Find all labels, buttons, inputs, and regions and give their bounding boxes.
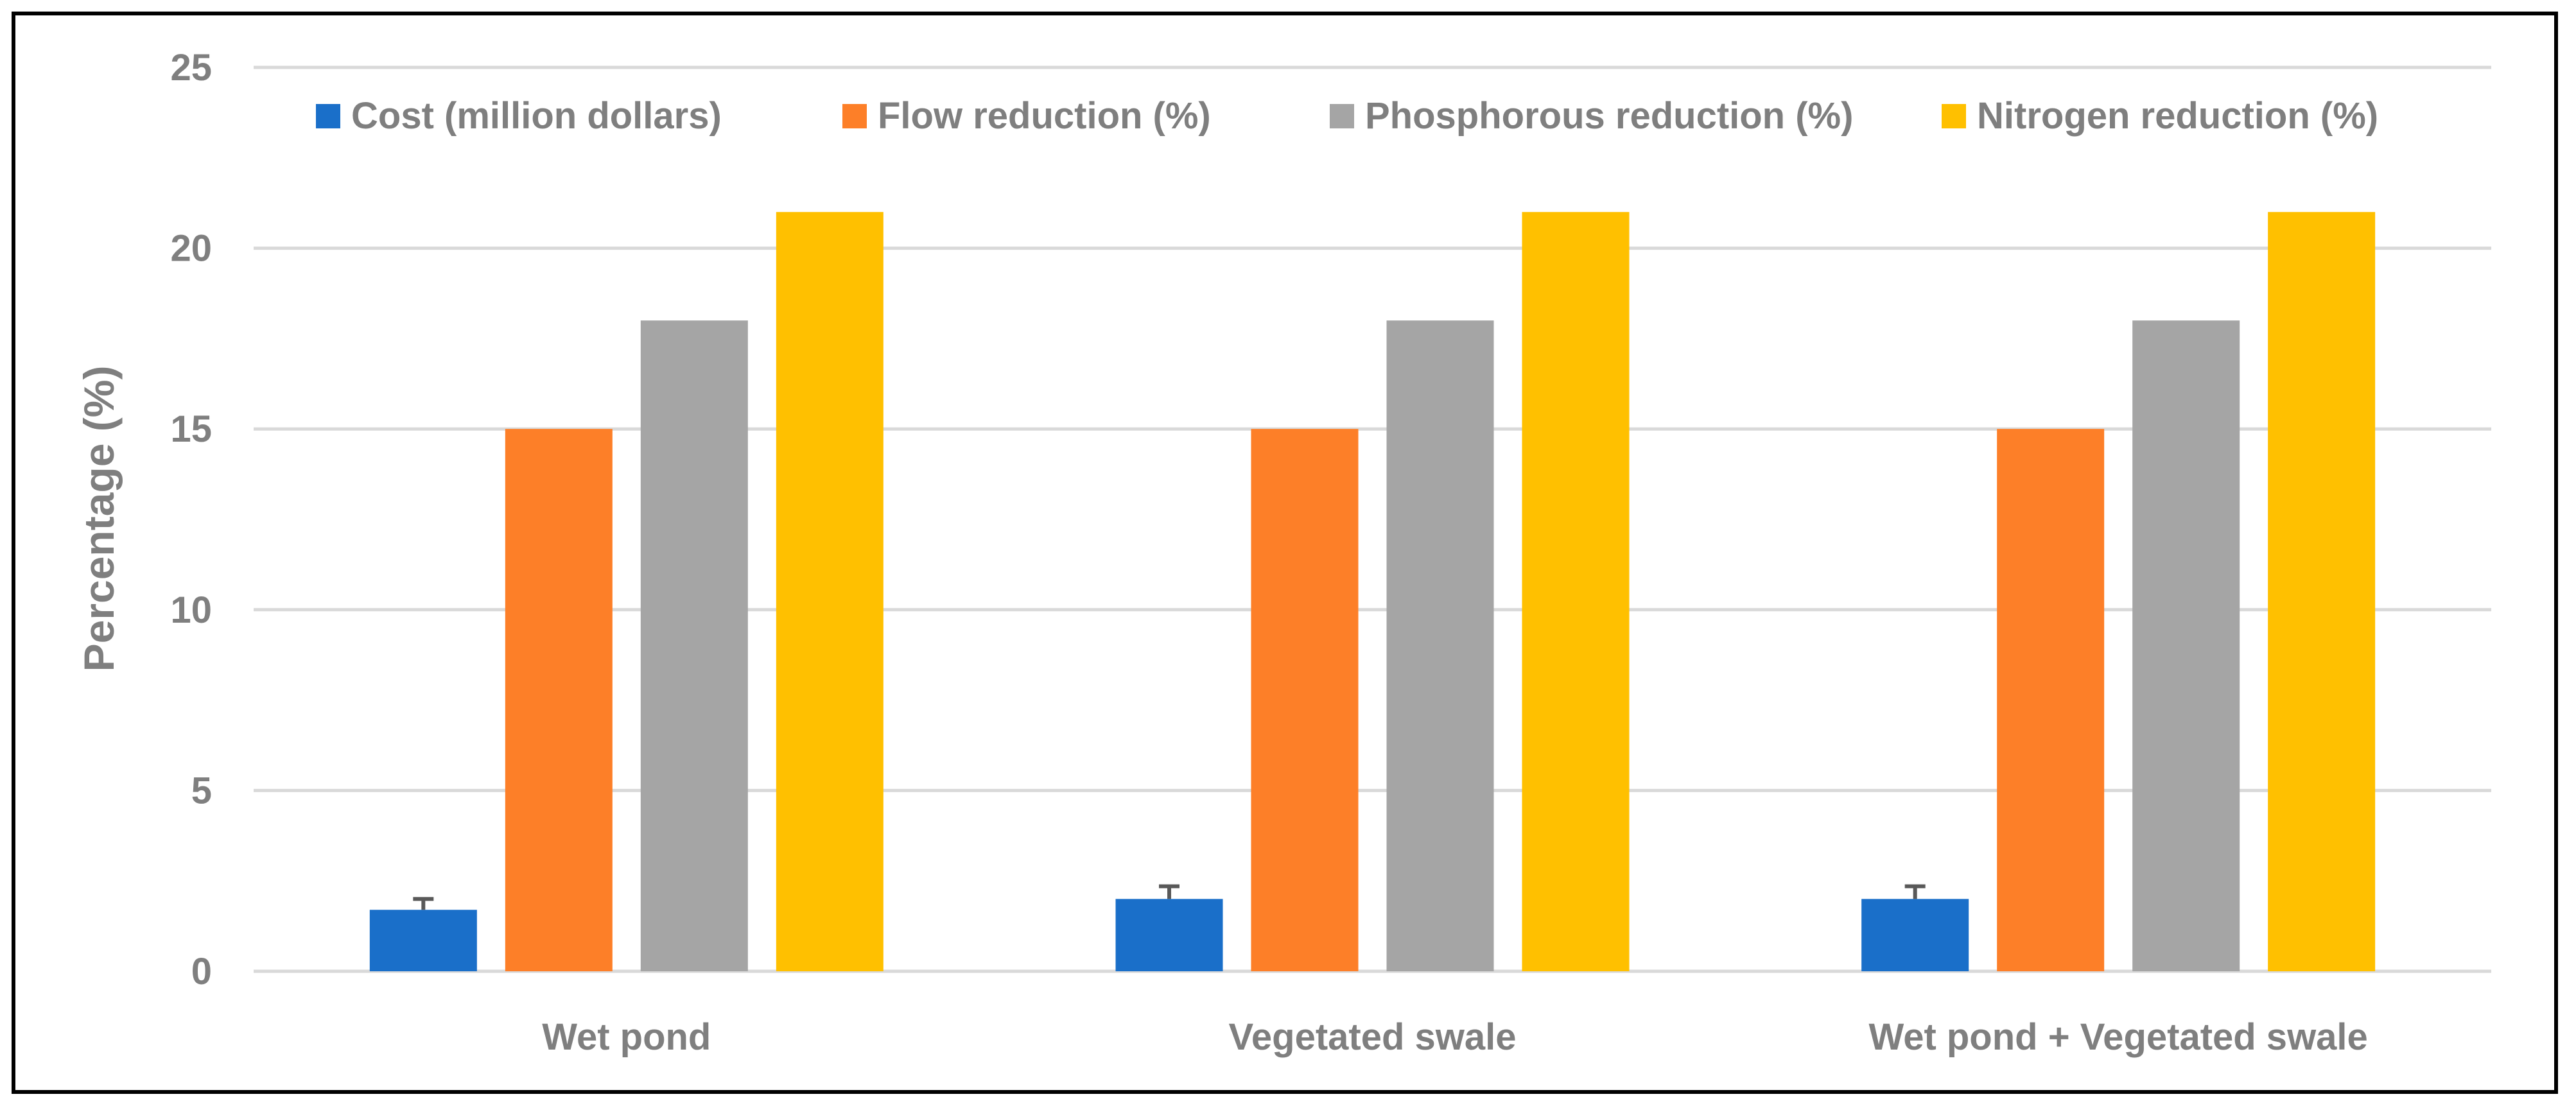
bar-nitrogen-reduction (1522, 212, 1630, 971)
bar-flow-reduction (1997, 429, 2105, 971)
y-tick-label: 5 (191, 770, 212, 811)
y-tick-label: 10 (170, 589, 212, 631)
legend-label: Cost (million dollars) (351, 95, 722, 137)
bar-phosphorous-reduction (640, 320, 748, 971)
legend-label: Nitrogen reduction (%) (1977, 95, 2378, 137)
x-category-label: Vegetated swale (1228, 1016, 1516, 1058)
bars (369, 212, 2376, 971)
x-axis-categories: Wet pond Vegetated swale Wet pond + Vegeta… (542, 1016, 2368, 1058)
bar-nitrogen-reduction (776, 212, 883, 971)
legend-label: Phosphorous reduction (%) (1365, 95, 1853, 137)
bar-cost-million-dollars (1115, 899, 1223, 971)
legend-swatch (316, 104, 340, 128)
legend-swatch (842, 104, 867, 128)
legend: Cost (million dollars) Flow reduction (%)… (316, 95, 2378, 137)
bar-phosphorous-reduction (2132, 320, 2240, 971)
x-category-label: Wet pond (542, 1016, 711, 1058)
y-tick-label: 25 (170, 47, 212, 89)
bar-cost-million-dollars (1861, 899, 1969, 971)
bar-nitrogen-reduction (2268, 212, 2376, 971)
y-tick-label: 0 (191, 951, 212, 992)
bar-flow-reduction (1251, 429, 1359, 971)
bar-flow-reduction (505, 429, 613, 971)
bar-cost-million-dollars (369, 910, 477, 971)
x-category-label: Wet pond + Vegetated swale (1869, 1016, 2368, 1058)
bar-phosphorous-reduction (1386, 320, 1494, 971)
y-axis-label: Percentage (%) (75, 366, 123, 672)
legend-swatch (1330, 104, 1354, 128)
legend-swatch (1942, 104, 1966, 128)
y-tick-label: 20 (170, 228, 212, 270)
legend-label: Flow reduction (%) (878, 95, 1211, 137)
y-tick-label: 15 (170, 408, 212, 450)
y-axis-ticks: 0 5 10 15 20 25 (170, 47, 212, 992)
gridlines (254, 65, 2491, 973)
